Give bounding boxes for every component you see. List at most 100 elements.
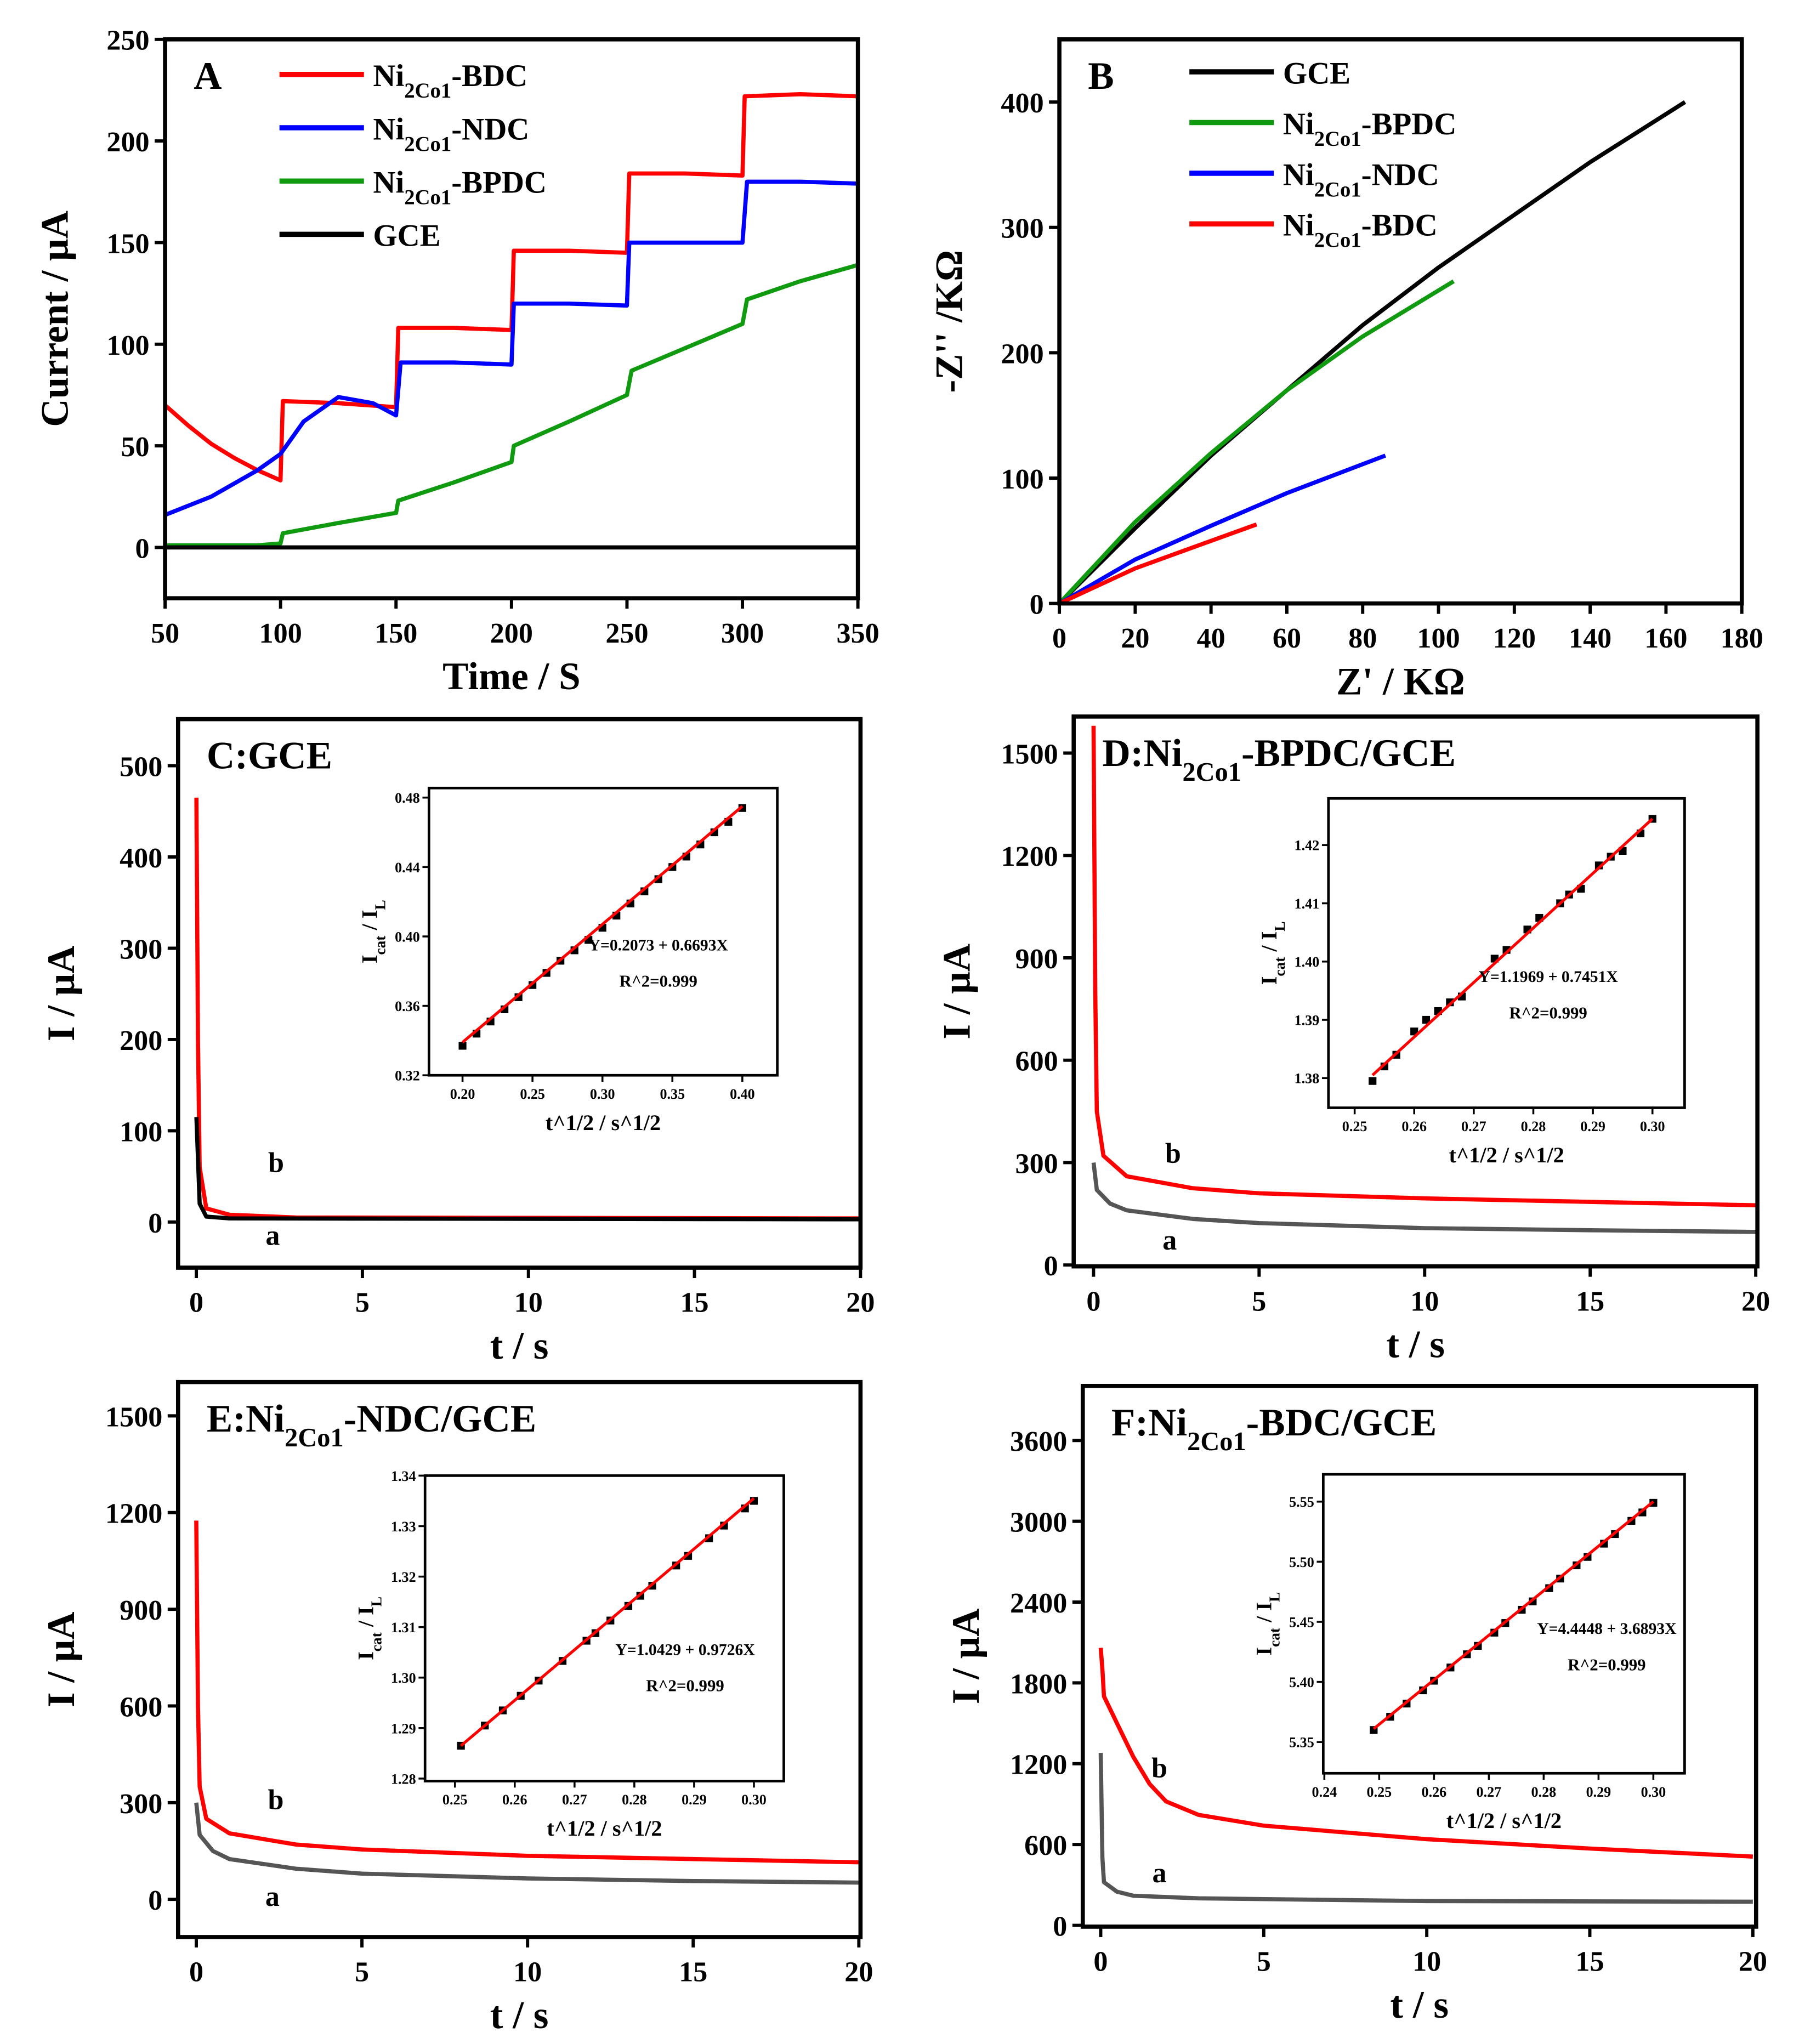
inset-y-tick-label: 5.40 bbox=[1289, 1674, 1314, 1690]
x-tick-label: 40 bbox=[1197, 623, 1225, 654]
inset-fit-equation: Y=0.2073 + 0.6693X bbox=[589, 936, 729, 954]
curve-label-b: b bbox=[1151, 1752, 1167, 1784]
y-axis-title: I / μA bbox=[945, 1609, 988, 1705]
y-tick-label: 250 bbox=[106, 25, 149, 56]
series-line-a bbox=[194, 1802, 859, 1885]
y-tick-label: 0 bbox=[148, 1885, 162, 1916]
panel-title: A bbox=[194, 55, 222, 98]
x-tick-label: 150 bbox=[374, 618, 417, 649]
inset-x-tick-label: 0.30 bbox=[1641, 1784, 1666, 1800]
panel-title: C:GCE bbox=[207, 735, 332, 777]
series-line-ni2co1ndc bbox=[165, 179, 858, 517]
inset-x-tick-label: 0.26 bbox=[1422, 1784, 1447, 1800]
x-tick-label: 15 bbox=[1575, 1946, 1604, 1978]
y-axis-title: I / μA bbox=[936, 944, 979, 1040]
inset-fit-line bbox=[461, 805, 744, 1044]
inset-x-tick-label: 0.25 bbox=[1367, 1784, 1392, 1800]
y-tick-label: 1800 bbox=[1010, 1668, 1067, 1700]
y-tick-label: 0 bbox=[135, 533, 150, 564]
inset-data-point bbox=[1369, 1077, 1377, 1085]
inset-x-tick-label: 0.26 bbox=[502, 1792, 527, 1808]
inset-plot: 0.24 0.25 0.26 0.27 0.28 0.29 0.30 5.35 5.40 5.45… bbox=[1252, 1473, 1686, 1833]
inset-y-tick-label: 1.28 bbox=[391, 1771, 416, 1787]
inset-plot: 0.20 0.25 0.30 0.35 0.40 0.32 0.36 0.40 0.44 0.48… bbox=[357, 786, 779, 1135]
series-line-ni2co1bpdc bbox=[165, 263, 858, 548]
y-axis-title: I / μA bbox=[40, 946, 83, 1042]
x-tick-label: 20 bbox=[1121, 623, 1149, 654]
x-tick-label: 180 bbox=[1721, 623, 1763, 654]
inset-y-tick-label: 1.33 bbox=[391, 1519, 416, 1535]
inset-y-tick-label: 1.34 bbox=[391, 1468, 416, 1484]
inset-x-tick-label: 0.27 bbox=[562, 1792, 587, 1808]
series-group bbox=[1059, 100, 1687, 604]
inset-y-tick-label: 1.32 bbox=[391, 1569, 416, 1585]
series-group bbox=[1091, 725, 1756, 1234]
inset-y-tick-label: 5.45 bbox=[1289, 1614, 1314, 1630]
inset-y-axis-title: Icat / IL bbox=[1257, 921, 1288, 985]
x-tick-label: 80 bbox=[1348, 623, 1377, 654]
inset-plot: 0.25 0.26 0.27 0.28 0.29 0.30 1.38 1.39 1.40 1.41… bbox=[1257, 797, 1686, 1167]
inset-x-tick-label: 0.20 bbox=[450, 1086, 475, 1102]
curve-label-b: b bbox=[1165, 1138, 1181, 1169]
inset-y-tick-label: 5.55 bbox=[1289, 1494, 1314, 1510]
series-line-ni2co1bdc bbox=[1059, 522, 1258, 604]
series-line-gce bbox=[1059, 100, 1687, 604]
series-line-ni2co1ndc bbox=[1059, 453, 1387, 604]
inset-fit-equation: Y=1.1969 + 0.7451X bbox=[1478, 968, 1618, 986]
inset-x-tick-label: 0.30 bbox=[1640, 1118, 1665, 1134]
legend-label: Ni2Co1-BPDC bbox=[1283, 107, 1457, 151]
inset-x-tick-label: 0.28 bbox=[1521, 1118, 1546, 1134]
y-tick-label: 300 bbox=[1015, 1148, 1058, 1179]
legend-label: GCE bbox=[1283, 56, 1350, 90]
inset-y-tick-label: 1.38 bbox=[1295, 1071, 1320, 1087]
x-axis-title: t / s bbox=[1390, 1984, 1449, 2026]
plot-frame bbox=[175, 1379, 863, 1939]
panel-e: b a 0 5 10 15 20 0 300 600 900 1200 1500 t / s I / μA E… bbox=[40, 1379, 873, 2037]
x-tick-label: 20 bbox=[844, 1957, 873, 1988]
inset-x-tick-label: 0.30 bbox=[590, 1086, 615, 1102]
y-tick-label: 300 bbox=[1001, 213, 1043, 245]
y-tick-label: 500 bbox=[120, 751, 162, 782]
inset-y-tick-label: 1.29 bbox=[391, 1721, 416, 1736]
series-group bbox=[1098, 1648, 1753, 1904]
inset-y-tick-label: 5.35 bbox=[1289, 1735, 1314, 1751]
inset-r-squared: R^2=0.999 bbox=[1509, 1003, 1587, 1022]
series-line-a bbox=[1098, 1752, 1753, 1904]
inset-x-tick-label: 0.27 bbox=[1461, 1118, 1486, 1134]
inset-x-tick-label: 0.29 bbox=[682, 1792, 707, 1808]
inset-y-tick-label: 1.41 bbox=[1295, 896, 1320, 912]
y-tick-label: 0 bbox=[148, 1208, 162, 1239]
series-line-b bbox=[1091, 725, 1756, 1208]
series-line-b bbox=[194, 1520, 859, 1865]
inset-fit-line bbox=[1371, 817, 1654, 1076]
y-tick-label: 200 bbox=[120, 1025, 162, 1057]
inset-x-tick-label: 0.25 bbox=[1342, 1118, 1367, 1134]
inset-fit-line bbox=[459, 1497, 755, 1747]
y-tick-label: 1200 bbox=[1010, 1750, 1067, 1781]
inset-x-axis-title: t^1/2 / s^1/2 bbox=[1449, 1143, 1564, 1167]
x-tick-label: 10 bbox=[513, 1957, 542, 1988]
inset-x-tick-label: 0.24 bbox=[1312, 1784, 1337, 1800]
curve-label-b: b bbox=[268, 1785, 284, 1816]
y-tick-label: 300 bbox=[120, 1788, 162, 1820]
y-tick-label: 2400 bbox=[1010, 1588, 1067, 1619]
inset-x-tick-label: 0.35 bbox=[660, 1086, 685, 1102]
x-tick-label: 5 bbox=[355, 1957, 369, 1988]
x-tick-label: 0 bbox=[1052, 623, 1066, 654]
series-line-a bbox=[194, 1117, 861, 1222]
y-tick-label: 400 bbox=[1001, 88, 1043, 119]
y-tick-label: 600 bbox=[120, 1691, 162, 1723]
inset-y-axis-title: Icat / IL bbox=[357, 900, 388, 963]
x-axis-title: t / s bbox=[490, 1994, 549, 2037]
legend-label: Ni2Co1-NDC bbox=[373, 112, 529, 156]
series-line-b bbox=[1098, 1648, 1753, 1859]
x-tick-label: 5 bbox=[1252, 1286, 1266, 1317]
y-tick-label: 100 bbox=[120, 1116, 162, 1148]
curve-label-a: a bbox=[1162, 1225, 1177, 1256]
x-tick-label: 140 bbox=[1569, 623, 1611, 654]
legend-label: Ni2Co1-BPDC bbox=[373, 166, 547, 209]
y-tick-label: 600 bbox=[1015, 1046, 1058, 1077]
x-tick-label: 100 bbox=[1417, 623, 1460, 654]
